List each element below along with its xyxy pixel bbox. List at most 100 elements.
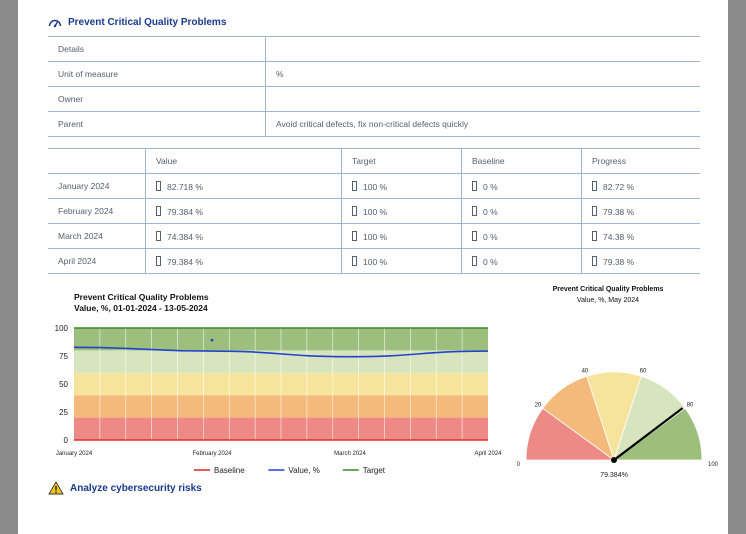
target-cell: 100 % xyxy=(341,248,462,274)
warning-icon xyxy=(48,481,64,495)
line-chart-subtitle: Value, %, 01-01-2024 - 13-05-2024 xyxy=(74,303,208,313)
table-row: February 2024 79.384 % 100 % 0 % 79.38 % xyxy=(48,198,700,224)
gauge-title: Prevent Critical Quality Problems xyxy=(552,286,664,293)
y-tick-label: 75 xyxy=(59,352,68,361)
gauge-tick-label: 100 xyxy=(708,462,719,468)
x-tick-label: February 2024 xyxy=(192,451,232,457)
period-text: April 2024 xyxy=(58,256,97,266)
target-text: 100 % xyxy=(363,256,388,267)
details-key: Parent xyxy=(48,111,266,137)
target-cell: 100 % xyxy=(341,173,462,199)
baseline-cell: 0 % xyxy=(461,173,582,199)
details-row-owner: Owner xyxy=(48,86,700,112)
baseline-text: 0 % xyxy=(483,181,498,192)
progress-text: 74.38 % xyxy=(603,231,635,242)
legend-label: Target xyxy=(363,466,386,475)
cell-marker-icon xyxy=(156,180,161,191)
x-tick-label: January 2024 xyxy=(56,451,93,457)
period-cell: April 2024 xyxy=(48,248,146,274)
baseline-text: 0 % xyxy=(483,256,498,267)
value-text: 79.384 % xyxy=(167,206,203,217)
period-cell: February 2024 xyxy=(48,198,146,224)
value-text: 79.384 % xyxy=(167,256,203,267)
details-table: Details Unit of measure % Owner Parent A… xyxy=(48,36,700,137)
x-tick-label: April 2024 xyxy=(474,451,502,457)
gauge-value-label: 79.384% xyxy=(600,472,628,479)
y-tick-label: 0 xyxy=(64,436,69,445)
gauge-tick-label: 0 xyxy=(517,462,521,468)
progress-cell: 79.38 % xyxy=(581,248,700,274)
line-chart-heading: Prevent Critical Quality Problems Value,… xyxy=(74,292,209,314)
gauge-tick-label: 40 xyxy=(582,369,589,375)
baseline-cell: 0 % xyxy=(461,198,582,224)
details-value xyxy=(265,86,700,112)
target-text: 100 % xyxy=(363,181,388,192)
cell-marker-icon xyxy=(592,180,597,191)
cell-marker-icon xyxy=(592,205,597,216)
cell-marker-icon xyxy=(156,255,161,266)
cell-marker-icon xyxy=(156,230,161,241)
table-row: April 2024 79.384 % 100 % 0 % 79.38 % xyxy=(48,248,700,274)
value-cell: 79.384 % xyxy=(145,248,342,274)
gauge-needle xyxy=(613,407,684,461)
y-tick-label: 100 xyxy=(55,324,69,333)
progress-cell: 82.72 % xyxy=(581,173,700,199)
progress-text: 79.38 % xyxy=(603,206,635,217)
values-body: January 2024 82.718 % 100 % 0 % 82.72 % Febru… xyxy=(48,173,700,274)
gauge-tick-label: 20 xyxy=(535,403,542,409)
col-header-value: Value xyxy=(145,148,342,174)
charts-canvas: 0 25 50 75 100 January 2024 February 2024 March… xyxy=(55,324,719,479)
values-header-row: Value Target Baseline Progress xyxy=(48,148,700,174)
gauge-band-4 xyxy=(612,407,703,461)
next-objective-heading[interactable]: Analyze cybersecurity risks xyxy=(48,480,202,496)
col-header-progress: Progress xyxy=(581,148,700,174)
col-header-baseline: Baseline xyxy=(461,148,582,174)
period-text: January 2024 xyxy=(58,181,110,191)
gauge-needle-hub xyxy=(611,457,617,463)
values-table: Value Target Baseline Progress January 2… xyxy=(48,148,700,274)
legend-label: Value, % xyxy=(288,466,319,475)
details-key: Details xyxy=(48,36,266,62)
baseline-text: 0 % xyxy=(483,206,498,217)
table-row: January 2024 82.718 % 100 % 0 % 82.72 % xyxy=(48,173,700,199)
cell-marker-icon xyxy=(156,205,161,216)
gauge-heading: Prevent Critical Quality Problems Value,… xyxy=(518,284,698,306)
period-cell: January 2024 xyxy=(48,173,146,199)
details-value: Avoid critical defects, fix non-critical… xyxy=(265,111,700,137)
objective-title[interactable]: Prevent Critical Quality Problems xyxy=(68,16,227,28)
details-row-parent: Parent Avoid critical defects, fix non-c… xyxy=(48,111,700,137)
gauge-tick-label: 80 xyxy=(687,403,694,409)
line-chart-title: Prevent Critical Quality Problems xyxy=(74,292,209,302)
value-cell: 79.384 % xyxy=(145,198,342,224)
target-cell: 100 % xyxy=(341,198,462,224)
cell-marker-icon xyxy=(352,180,357,191)
gauge-icon xyxy=(48,19,62,28)
cell-marker-icon xyxy=(592,255,597,266)
progress-text: 79.38 % xyxy=(603,256,635,267)
cell-marker-icon xyxy=(472,205,477,216)
target-text: 100 % xyxy=(363,206,388,217)
cell-marker-icon xyxy=(472,255,477,266)
next-objective-title[interactable]: Analyze cybersecurity risks xyxy=(70,482,202,494)
period-text: February 2024 xyxy=(58,206,114,216)
cell-marker-icon xyxy=(352,230,357,241)
target-cell: 100 % xyxy=(341,223,462,249)
report-page: Prevent Critical Quality Problems Detail… xyxy=(18,0,728,534)
cell-marker-icon xyxy=(352,205,357,216)
period-text: March 2024 xyxy=(58,231,103,241)
table-row: March 2024 74.384 % 100 % 0 % 74.38 % xyxy=(48,223,700,249)
value-text: 82.718 % xyxy=(167,181,203,192)
cell-marker-icon xyxy=(472,230,477,241)
cell-marker-icon xyxy=(472,180,477,191)
x-tick-label: March 2024 xyxy=(334,451,366,457)
value-point-marker xyxy=(210,338,214,342)
progress-text: 82.72 % xyxy=(603,181,635,192)
gauge-subtitle: Value, %, May 2024 xyxy=(576,297,640,304)
objective-heading[interactable]: Prevent Critical Quality Problems xyxy=(48,14,226,30)
legend-label: Baseline xyxy=(214,466,245,475)
cell-marker-icon xyxy=(352,255,357,266)
cell-marker-icon xyxy=(592,230,597,241)
y-tick-label: 25 xyxy=(59,408,68,417)
target-text: 100 % xyxy=(363,231,388,242)
details-row-details: Details xyxy=(48,36,700,62)
